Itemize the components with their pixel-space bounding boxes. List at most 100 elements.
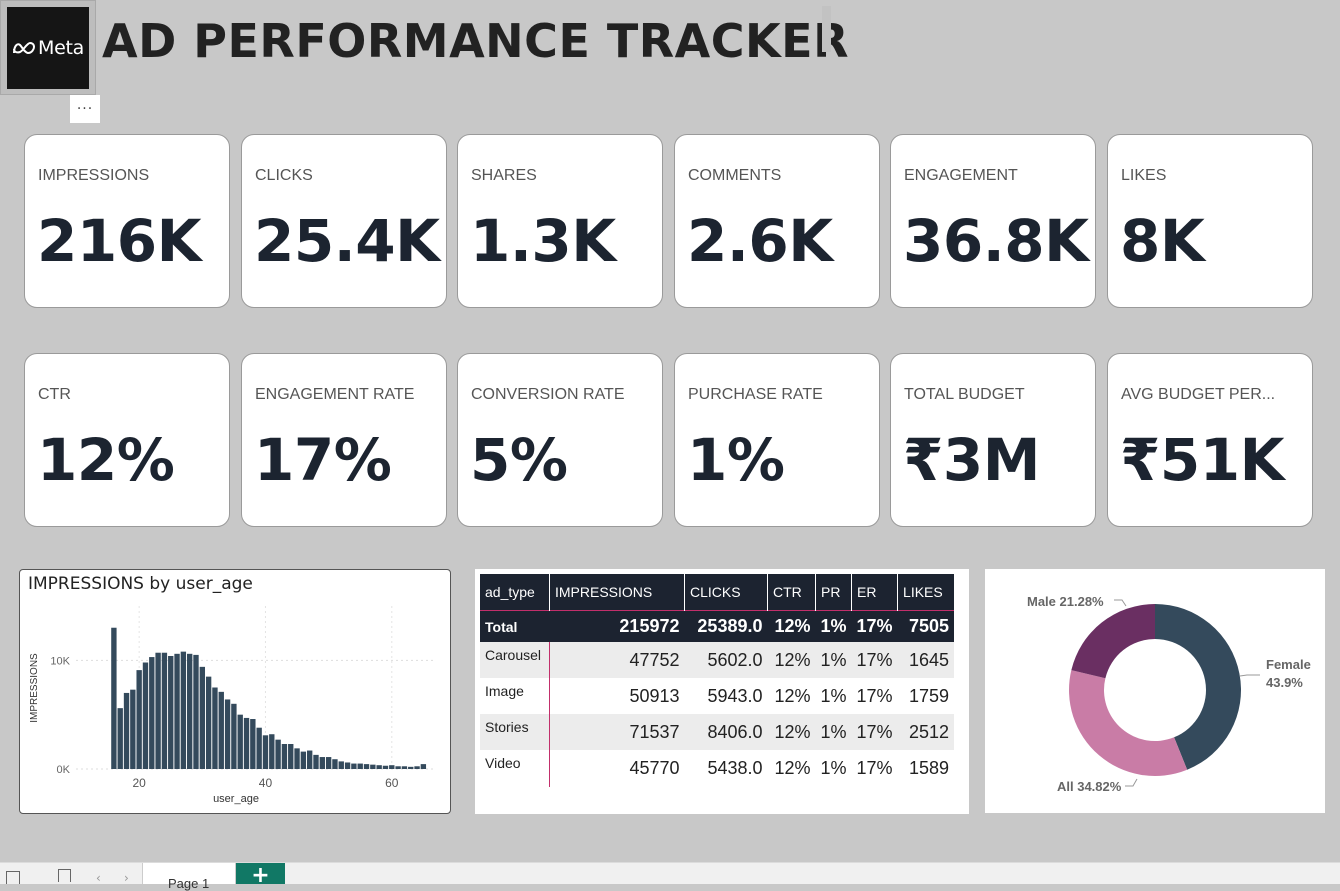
table-cell: 1645 (897, 642, 955, 678)
histogram-bar (155, 652, 161, 769)
histogram-bar (332, 759, 338, 769)
table-cell: 8406.0 (684, 714, 768, 750)
table-cell: 17% (851, 642, 898, 678)
y-axis-label: IMPRESSIONS (29, 653, 40, 723)
histogram-bar (224, 699, 231, 769)
histogram-bar (281, 744, 288, 769)
kpi-value: ₹3M (903, 426, 1040, 494)
col-header-ctr[interactable]: CTR (767, 574, 816, 611)
kpi-value: 25.4K (254, 207, 440, 275)
table-cell: 12% (767, 610, 816, 642)
histogram-bar (376, 765, 382, 769)
donut-slice-female[interactable] (1155, 604, 1241, 770)
table-cell: 17% (851, 714, 898, 750)
table-cell: 12% (774, 758, 811, 778)
table-row[interactable]: Carousel 47752 5602.0 12% 1% 17% 1645 (480, 642, 955, 678)
histogram-bar (288, 744, 294, 769)
fit-page-icon[interactable] (6, 871, 20, 884)
kpi-label: TOTAL BUDGET (904, 386, 1025, 403)
col-header-ad-type[interactable]: ad_type (480, 574, 550, 611)
histogram-bar (408, 766, 414, 769)
table-cell: 1% (815, 714, 852, 750)
histogram-bar (256, 727, 262, 769)
table-cell: 17% (856, 685, 893, 706)
table-cell: Stories (480, 714, 550, 750)
col-header-likes[interactable]: LIKES (897, 574, 955, 611)
kpi-card-avg-budget[interactable]: AVG BUDGET PER... ₹51K (1107, 353, 1313, 527)
donut-slice-all[interactable] (1069, 670, 1188, 776)
kpi-card-likes[interactable]: LIKES 8K (1107, 134, 1313, 308)
tab-page-1[interactable]: Page 1 (142, 863, 236, 891)
histogram-bar (382, 765, 389, 769)
page-title: AD PERFORMANCE TRACKER (102, 14, 850, 68)
tab-label: Page 1 (168, 876, 210, 891)
table-total-row: Total 215972 25389.0 12% 1% 17% 7505 (480, 610, 955, 642)
impressions-by-age-chart[interactable]: IMPRESSIONS by user_age 0K 10K 20 40 60 user_… (19, 569, 451, 814)
histogram-bar (161, 652, 168, 769)
histogram-bar (420, 764, 427, 769)
table-row[interactable]: Image 50913 5943.0 12% 1% 17% 1759 (480, 678, 954, 714)
kpi-value: 1% (687, 426, 785, 494)
kpi-card-engagement[interactable]: ENGAGEMENT 36.8K (890, 134, 1096, 308)
histogram-bar (193, 654, 199, 769)
table-cell: 50913 (629, 685, 680, 706)
kpi-label: CONVERSION RATE (471, 386, 625, 403)
kpi-label: ENGAGEMENT (904, 167, 1018, 184)
table-cell: 12% (767, 642, 816, 678)
table-cell: 7505 (897, 610, 955, 642)
kpi-card-comments[interactable]: COMMENTS 2.6K (674, 134, 880, 308)
female-data-label-pct: 43.9% (1266, 675, 1303, 690)
histogram-bar (357, 763, 363, 769)
table-cell: 1589 (909, 758, 950, 778)
next-page-icon[interactable]: › (124, 871, 129, 885)
table-cell: 47752 (549, 642, 685, 678)
kpi-card-total-budget[interactable]: TOTAL BUDGET ₹3M (890, 353, 1096, 527)
col-header-clicks[interactable]: CLICKS (684, 574, 768, 611)
kpi-card-purchase-rate[interactable]: PURCHASE RATE 1% (674, 353, 880, 527)
histogram-bar (325, 757, 332, 769)
histogram-bar (199, 666, 205, 769)
col-header-impressions[interactable]: IMPRESSIONS (549, 574, 685, 611)
kpi-card-shares[interactable]: SHARES 1.3K (457, 134, 663, 308)
histogram-bar (231, 703, 237, 769)
table-cell: 215972 (549, 610, 685, 642)
histogram-bar (187, 653, 193, 769)
kpi-value: 1.3K (470, 207, 616, 275)
histogram-bar (319, 757, 325, 769)
kpi-value: 5% (470, 426, 568, 494)
table-cell: 1% (820, 685, 847, 706)
kpi-label: CTR (38, 386, 71, 403)
gender-donut-chart[interactable]: Male 21.28% Female 43.9% All 34.82% (985, 569, 1325, 813)
more-options-button[interactable]: ··· (70, 95, 100, 123)
histogram-bar (294, 748, 300, 769)
kpi-card-impressions[interactable]: IMPRESSIONS 216K (24, 134, 230, 308)
kpi-card-conversion-rate[interactable]: CONVERSION RATE 5% (457, 353, 663, 527)
col-header-pr[interactable]: PR (815, 574, 853, 611)
histogram-bar (168, 655, 174, 769)
table-row[interactable]: Stories 71537 8406.0 12% 1% 17% 2512 (480, 714, 955, 750)
table-cell: 1759 (909, 685, 950, 706)
histogram-bar (237, 714, 243, 769)
chart-canvas: 0K 10K 20 40 60 user_age IMPRESSIONS (29, 606, 436, 805)
kpi-card-engagement-rate[interactable]: ENGAGEMENT RATE 17% (241, 353, 447, 527)
female-data-label: Female (1266, 657, 1311, 672)
donut-canvas: Male 21.28% Female 43.9% All 34.82% (1027, 594, 1311, 794)
histogram-bar (123, 692, 130, 769)
table-cell: Image (480, 678, 550, 714)
histogram-bar (149, 657, 155, 769)
kpi-card-clicks[interactable]: CLICKS 25.4K (241, 134, 447, 308)
col-header-er[interactable]: ER (851, 574, 899, 611)
histogram-bar (401, 766, 408, 769)
donut-slice-male[interactable] (1071, 604, 1155, 679)
ad-type-table-panel: ad_type IMPRESSIONS CLICKS CTR PR ER LIK… (475, 569, 969, 814)
histogram-bar (205, 676, 212, 769)
prev-page-icon[interactable]: ‹ (96, 871, 101, 885)
mobile-layout-icon[interactable] (58, 869, 71, 882)
table-row[interactable]: Video 45770 5438.0 12% 1% 17% 1589 (480, 750, 954, 787)
add-page-button[interactable]: + (236, 863, 285, 888)
kpi-value: 36.8K (903, 207, 1089, 275)
histogram-bar (395, 766, 401, 769)
female-leader-line (1239, 674, 1260, 677)
kpi-card-ctr[interactable]: CTR 12% (24, 353, 230, 527)
table-cell: 2512 (897, 714, 955, 750)
